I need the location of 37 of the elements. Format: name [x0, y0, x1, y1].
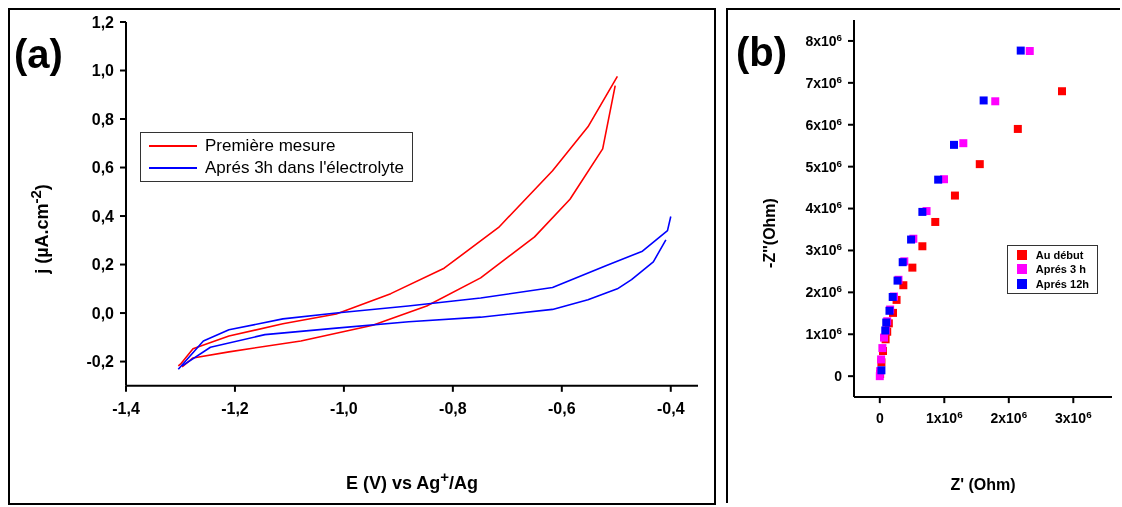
x-tick-label: -1,2 [221, 399, 249, 417]
y-tick-label: 6x10$^{6}$ [805, 115, 843, 133]
y-tick-label: 0,2 [91, 256, 115, 274]
x-tick-label: -0,6 [548, 399, 576, 417]
x-tick-label: -1,4 [112, 399, 140, 417]
y-axis-title: -Z''(Ohm) [761, 198, 779, 268]
y-tick-label: 0,4 [91, 207, 115, 225]
x-tick-label: -0,8 [439, 399, 467, 417]
x-tick-label: 1x10$^{6}$ [926, 408, 964, 427]
text: (a) [14, 32, 63, 77]
x-tick-label: 2x10$^{6}$ [990, 408, 1028, 427]
x-axis-title: Z' (Ohm) [949, 476, 1017, 494]
x-tick-label: -1,0 [330, 399, 358, 417]
y-tick-label: 5x10$^{6}$ [805, 157, 843, 175]
y-tick-label: 0,6 [91, 159, 115, 177]
legend-label: Première mesure [205, 135, 336, 157]
text: (b) [736, 30, 788, 75]
legend-label: Aprés 12h [1035, 276, 1089, 291]
x-tick-label: 0 [875, 410, 884, 427]
y-tick-label: 1,0 [91, 62, 115, 80]
legend-label: Au début [1035, 248, 1084, 263]
y-tick-label: 0 [834, 368, 843, 385]
y-tick-label: 1,2 [91, 13, 115, 31]
legend-label: Aprés 3h dans l'électrolyte [205, 157, 404, 180]
y-tick-label: 2x10$^{6}$ [805, 282, 843, 301]
x-axis-title: E (V) vs Ag$^{+}$/Ag [344, 468, 480, 494]
y-tick-label: 7x10$^{6}$ [805, 73, 843, 91]
x-tick-label: -0,4 [656, 399, 685, 417]
y-tick-label: 4x10$^{6}$ [805, 198, 843, 217]
y-tick-label: 0,0 [91, 304, 115, 322]
y-tick-label: 3x10$^{6}$ [805, 240, 843, 259]
y-tick-label: 0,8 [91, 110, 115, 128]
y-tick-label: 8x10$^{6}$ [805, 31, 843, 49]
legend-label: Aprés 3 h [1035, 262, 1086, 277]
y-tick-label: -0,2 [86, 353, 115, 371]
y-tick-label: 1x10$^{6}$ [805, 324, 843, 343]
x-tick-label: 3x10$^{6}$ [1055, 408, 1093, 427]
